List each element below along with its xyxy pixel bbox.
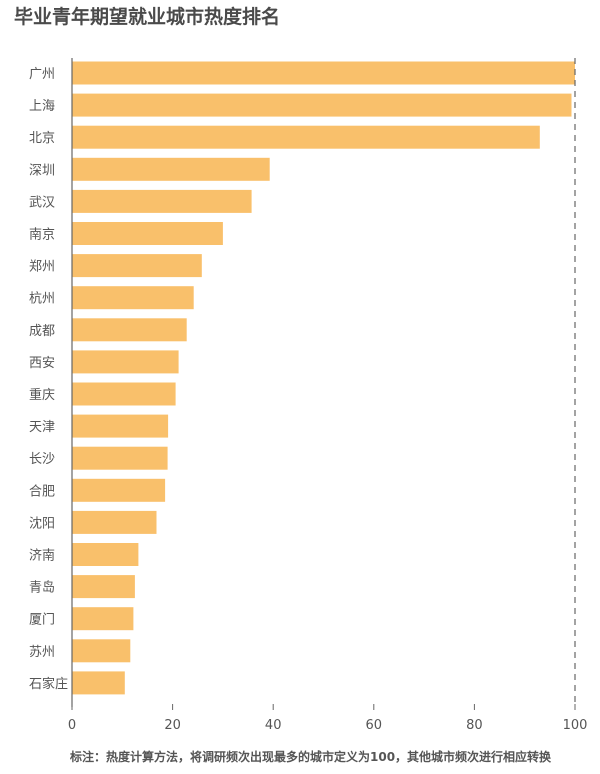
bar-1 <box>72 61 575 85</box>
x-tick-label: 40 <box>265 718 282 733</box>
category-label: 深圳 <box>29 163 55 178</box>
bar-19 <box>72 639 131 663</box>
bar-13 <box>72 446 168 470</box>
bar-3 <box>72 125 540 149</box>
category-label: 苏州 <box>29 644 55 660</box>
bar-12 <box>72 414 169 438</box>
bar-14 <box>72 478 166 502</box>
bar-15 <box>72 510 157 534</box>
bar-10 <box>72 350 179 374</box>
category-label: 上海 <box>29 99 55 114</box>
category-label: 青岛 <box>29 580 55 596</box>
category-label: 长沙 <box>29 452 55 467</box>
category-label: 厦门 <box>29 613 55 628</box>
bar-9 <box>72 318 187 342</box>
category-label: 北京 <box>29 131 55 146</box>
x-tick-label: 80 <box>466 718 483 733</box>
bar-6 <box>72 222 223 245</box>
bar-2 <box>72 93 572 117</box>
bar-11 <box>72 382 176 406</box>
category-label: 武汉 <box>29 195 55 210</box>
category-label: 天津 <box>29 420 55 435</box>
bar-18 <box>72 607 134 631</box>
category-label: 合肥 <box>29 484 55 499</box>
bar-5 <box>72 189 252 213</box>
category-label: 石家庄 <box>29 676 68 692</box>
category-label: 济南 <box>29 548 55 564</box>
x-tick-label: 100 <box>563 718 588 733</box>
category-label: 沈阳 <box>29 516 55 531</box>
x-tick-label: 0 <box>68 718 76 733</box>
bar-17 <box>72 575 135 599</box>
category-label: 西安 <box>29 356 55 371</box>
category-label: 广州 <box>29 67 55 82</box>
chart-title: 毕业青年期望就业城市热度排名 <box>14 6 281 28</box>
bar-20 <box>72 671 125 695</box>
category-label: 重庆 <box>29 387 55 403</box>
x-tick-label: 20 <box>164 718 181 733</box>
category-labels-layer: 广州上海北京深圳武汉南京郑州杭州成都西安重庆天津长沙合肥沈阳济南青岛厦门苏州石家… <box>29 67 68 692</box>
x-axis-layer: 0 20 40 60 80 100 <box>68 58 588 733</box>
bar-16 <box>72 543 139 566</box>
category-label: 郑州 <box>29 260 55 275</box>
bars-layer <box>72 61 575 695</box>
x-tick-label: 60 <box>366 718 383 733</box>
category-label: 杭州 <box>29 292 55 307</box>
category-label: 成都 <box>29 324 55 339</box>
bar-4 <box>72 157 270 181</box>
bar-8 <box>72 286 194 310</box>
footnote: 标注：热度计算方法，将调研频次出现最多的城市定义为100，其他城市频次进行相应转… <box>70 750 552 764</box>
bar-7 <box>72 254 202 278</box>
category-label: 南京 <box>29 227 55 243</box>
